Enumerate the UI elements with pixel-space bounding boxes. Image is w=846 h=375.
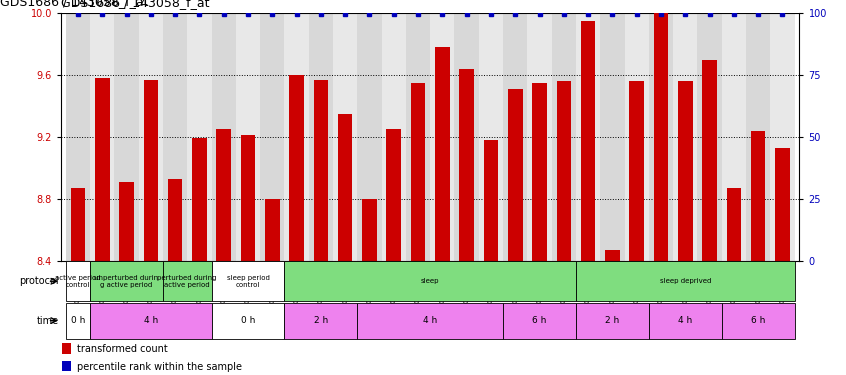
Bar bbox=[454, 13, 479, 261]
Bar bbox=[217, 129, 231, 261]
Bar bbox=[411, 83, 426, 261]
Text: protocol: protocol bbox=[19, 276, 59, 286]
Bar bbox=[527, 13, 552, 261]
Bar bbox=[212, 303, 284, 339]
Text: 6 h: 6 h bbox=[532, 316, 547, 325]
Bar bbox=[503, 13, 527, 261]
Text: 4 h: 4 h bbox=[144, 316, 158, 325]
Bar bbox=[479, 13, 503, 261]
Bar bbox=[236, 13, 260, 261]
Text: sleep period
control: sleep period control bbox=[227, 275, 269, 288]
Bar bbox=[114, 13, 139, 261]
Text: unperturbed durin
g active period: unperturbed durin g active period bbox=[95, 275, 158, 288]
Bar bbox=[66, 303, 90, 339]
Bar bbox=[63, 343, 71, 354]
Bar bbox=[581, 21, 596, 261]
Text: time: time bbox=[37, 316, 59, 326]
Bar bbox=[746, 13, 771, 261]
Bar bbox=[751, 131, 766, 261]
Bar bbox=[576, 303, 649, 339]
Bar bbox=[722, 303, 794, 339]
Bar bbox=[265, 199, 279, 261]
Text: perturbed during
active period: perturbed during active period bbox=[157, 275, 217, 288]
Bar bbox=[362, 199, 376, 261]
Bar bbox=[771, 13, 794, 261]
Bar bbox=[532, 83, 547, 261]
Bar bbox=[508, 89, 523, 261]
Bar bbox=[241, 135, 255, 261]
Bar bbox=[601, 13, 624, 261]
Bar bbox=[90, 13, 114, 261]
Bar bbox=[66, 13, 90, 261]
Text: 4 h: 4 h bbox=[423, 316, 437, 325]
Bar bbox=[289, 75, 304, 261]
Text: 2 h: 2 h bbox=[314, 316, 328, 325]
Bar bbox=[576, 13, 601, 261]
Bar bbox=[314, 80, 328, 261]
Bar bbox=[576, 261, 794, 301]
Bar bbox=[605, 250, 619, 261]
Bar bbox=[503, 303, 576, 339]
Bar bbox=[406, 13, 430, 261]
Text: 4 h: 4 h bbox=[678, 316, 692, 325]
Bar bbox=[187, 13, 212, 261]
Bar bbox=[624, 13, 649, 261]
Bar bbox=[775, 148, 790, 261]
Bar bbox=[649, 13, 673, 261]
Bar bbox=[163, 261, 212, 301]
Bar bbox=[90, 261, 163, 301]
Bar bbox=[192, 138, 206, 261]
Bar bbox=[119, 182, 134, 261]
Bar bbox=[654, 13, 668, 261]
Bar bbox=[629, 81, 644, 261]
Bar bbox=[333, 13, 357, 261]
Text: GDS1686 / 143058_f_at: GDS1686 / 143058_f_at bbox=[61, 0, 210, 9]
Bar bbox=[552, 13, 576, 261]
Text: 0 h: 0 h bbox=[71, 316, 85, 325]
Bar bbox=[722, 13, 746, 261]
Bar bbox=[309, 13, 333, 261]
Text: active period
control: active period control bbox=[55, 275, 101, 288]
Bar bbox=[163, 13, 187, 261]
Bar bbox=[70, 188, 85, 261]
Bar bbox=[212, 13, 236, 261]
Bar bbox=[284, 303, 357, 339]
Bar bbox=[90, 303, 212, 339]
Bar bbox=[430, 13, 454, 261]
Bar bbox=[212, 261, 284, 301]
Text: sleep deprived: sleep deprived bbox=[660, 278, 711, 284]
Bar bbox=[284, 261, 576, 301]
Bar bbox=[144, 80, 158, 261]
Bar bbox=[484, 140, 498, 261]
Bar bbox=[387, 129, 401, 261]
Bar bbox=[95, 78, 109, 261]
Bar bbox=[338, 114, 353, 261]
Bar bbox=[459, 69, 474, 261]
Bar bbox=[63, 361, 71, 371]
Bar bbox=[168, 178, 183, 261]
Text: percentile rank within the sample: percentile rank within the sample bbox=[77, 362, 242, 372]
Text: 2 h: 2 h bbox=[605, 316, 619, 325]
Text: 6 h: 6 h bbox=[751, 316, 766, 325]
Bar bbox=[678, 81, 693, 261]
Bar bbox=[557, 81, 571, 261]
Bar bbox=[284, 13, 309, 261]
Text: 0 h: 0 h bbox=[241, 316, 255, 325]
Bar bbox=[727, 188, 741, 261]
Bar bbox=[357, 303, 503, 339]
Bar bbox=[66, 261, 90, 301]
Bar bbox=[139, 13, 163, 261]
Bar bbox=[357, 13, 382, 261]
Text: GDS1686 / 143058_f_at: GDS1686 / 143058_f_at bbox=[0, 0, 149, 8]
Bar bbox=[702, 60, 717, 261]
Bar bbox=[649, 303, 722, 339]
Text: sleep: sleep bbox=[421, 278, 439, 284]
Text: transformed count: transformed count bbox=[77, 344, 168, 354]
Bar bbox=[382, 13, 406, 261]
Bar bbox=[435, 47, 449, 261]
Bar bbox=[697, 13, 722, 261]
Bar bbox=[260, 13, 284, 261]
Bar bbox=[673, 13, 697, 261]
